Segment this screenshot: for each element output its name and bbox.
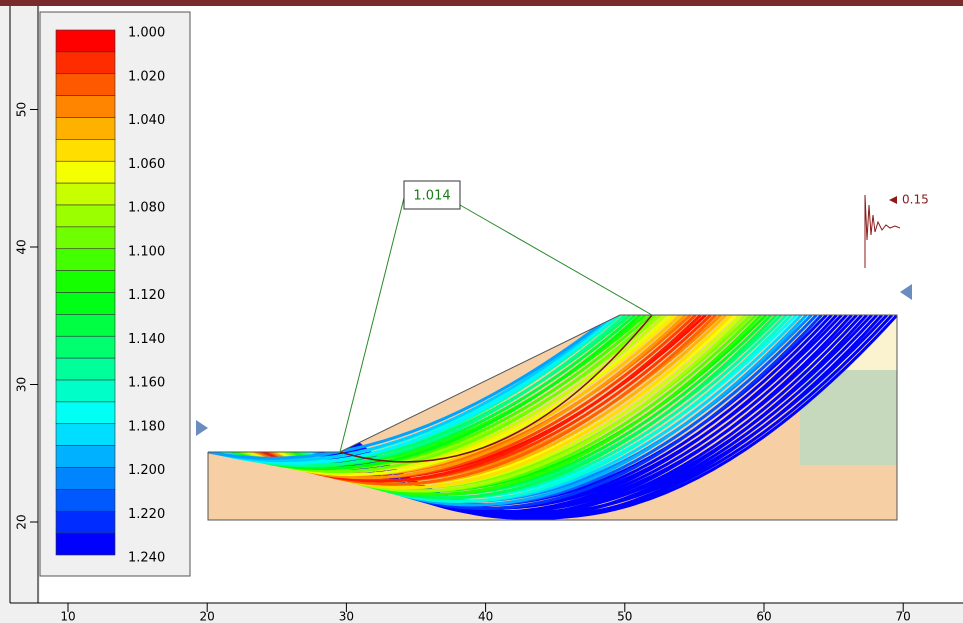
legend-label: 1.040 (128, 113, 165, 128)
legend-band (55, 139, 116, 162)
legend-band (55, 401, 116, 425)
callout-box (403, 180, 461, 210)
slip-surface (212, 318, 612, 465)
legend-band (55, 335, 116, 359)
y-tick-label: 50 (15, 102, 29, 117)
y-tick-label: 40 (15, 239, 29, 254)
min-fs-label: 1.014 (413, 189, 450, 204)
legend-label: 1.180 (128, 419, 165, 434)
legend-band (55, 248, 116, 271)
legend-band (55, 204, 116, 228)
legend-band (55, 95, 116, 118)
legend-band (55, 182, 116, 206)
legend-band (55, 160, 116, 184)
legend-label: 1.140 (128, 332, 165, 347)
bottom-ruler (0, 603, 963, 623)
x-tick-label: 30 (339, 610, 354, 623)
legend-label: 1.100 (128, 244, 165, 259)
legend-band (55, 270, 116, 293)
left-limit (196, 420, 208, 436)
x-tick-label: 20 (200, 610, 215, 623)
x-tick-label: 40 (478, 610, 493, 623)
legend-label: 1.240 (128, 551, 165, 566)
x-tick-label: 50 (617, 610, 632, 623)
slip-surfaces (208, 315, 897, 520)
y-tick-label: 20 (15, 514, 29, 529)
seismic-label: 0.15 (902, 193, 929, 207)
right-limit (900, 284, 912, 300)
x-tick-label: 70 (896, 610, 911, 623)
legend-band (55, 445, 116, 468)
x-tick-label: 10 (60, 610, 75, 623)
legend-band (55, 489, 116, 512)
legend-label: 1.000 (128, 26, 165, 41)
legend-band (55, 423, 116, 446)
slip-surface (208, 323, 601, 460)
legend-band (55, 532, 116, 556)
legend-label: 1.220 (128, 507, 165, 522)
x-tick-label: 60 (756, 610, 771, 623)
legend-label: 1.080 (128, 201, 165, 216)
legend-label: 1.120 (128, 288, 165, 303)
legend-band (55, 510, 116, 534)
title-stripe (0, 0, 963, 6)
seismic-trace (864, 194, 901, 268)
legend: 1.000 1.020 1.040 1.060 1.080 1.100 1.120 1.140… (55, 26, 165, 566)
legend-band (55, 117, 116, 140)
legend-label: 1.200 (128, 463, 165, 478)
legend-label: 1.020 (128, 69, 165, 84)
legend-band (55, 379, 116, 403)
legend-band (55, 29, 116, 53)
legend-band (55, 51, 116, 75)
legend-label: 1.060 (128, 157, 165, 172)
slip-surface (210, 321, 606, 463)
callout-line (339, 197, 405, 453)
seismic-arrow (889, 196, 897, 204)
legend-band (55, 73, 116, 96)
legend-label: 1.160 (128, 376, 165, 391)
axes: 10 20 30 40 50 60 70 20 30 40 50 (15, 102, 911, 623)
legend-band (55, 226, 116, 250)
left-ruler (0, 6, 40, 623)
y-tick-label: 30 (15, 377, 29, 392)
legend-band (55, 314, 116, 337)
critical-surface (339, 315, 653, 463)
callout-line (459, 204, 653, 316)
legend-band (55, 292, 116, 315)
legend-band (55, 467, 116, 490)
legend-band (55, 357, 116, 381)
